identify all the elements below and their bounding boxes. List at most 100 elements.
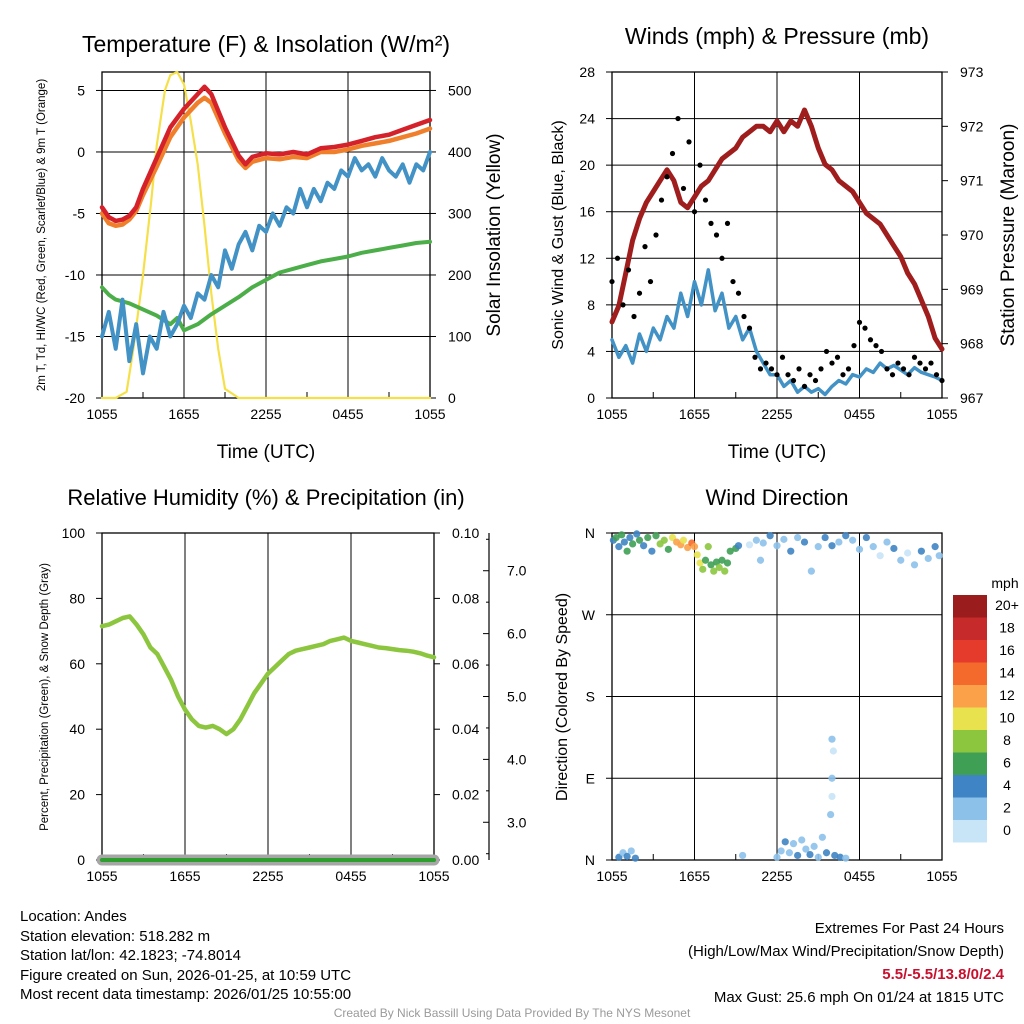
direction-point: [822, 849, 831, 857]
direction-point: [935, 552, 943, 560]
direction-point: [766, 532, 774, 540]
gust-point: [735, 290, 742, 296]
gust-point: [906, 372, 912, 378]
direction-point: [800, 538, 809, 546]
snow-tick-label: 3.0: [507, 814, 527, 830]
colorbar-label: 20+: [995, 597, 1019, 613]
y-tick-label: N: [585, 525, 595, 541]
snow-tick-label: 6.0: [507, 626, 527, 642]
colorbar-label: 4: [1003, 777, 1011, 793]
gust-point: [889, 372, 896, 378]
extremes-panel: Extremes For Past 24 Hours (High/Low/Max…: [688, 917, 1004, 1009]
gust-point: [642, 244, 648, 250]
y-tick-label: 16: [579, 204, 595, 220]
gust-point: [730, 278, 736, 285]
x-tick-label: 1055: [926, 406, 957, 422]
direction-point: [883, 538, 891, 546]
direction-point: [781, 838, 789, 846]
max-gust-text: Max Gust: 25.6 mph On 01/24 at 1815 UTC: [713, 989, 1004, 1006]
y-tick-label: -15: [65, 328, 85, 344]
extremes-legend: (High/Low/Max Wind/Precipitation/Snow De…: [688, 943, 1004, 960]
chart-title: Wind Direction: [705, 485, 848, 510]
direction-point: [715, 563, 723, 572]
chart-title: Winds (mph) & Pressure (mb): [625, 23, 929, 49]
direction-point: [633, 530, 641, 538]
direction-point: [635, 536, 644, 544]
gust-point: [884, 366, 890, 372]
wind-chill-line: [100, 150, 432, 376]
colorbar-label: 0: [1003, 822, 1011, 838]
gust-point: [939, 377, 945, 384]
gust-point: [724, 220, 731, 226]
direction-point: [648, 547, 656, 555]
direction-point: [626, 533, 634, 542]
station-pressure-line: [609, 107, 945, 352]
direction-point: [640, 542, 648, 550]
direction-point: [707, 561, 715, 569]
direction-point: [814, 853, 822, 861]
y2-tick-label: 969: [960, 281, 984, 297]
direction-point: [828, 735, 836, 743]
y-tick-label: 80: [69, 590, 85, 606]
colorbar-swatch: [953, 752, 987, 775]
gust-point: [933, 372, 940, 378]
direction-point: [831, 851, 839, 860]
location-text: Location: Andes: [20, 908, 127, 925]
gust-point: [664, 174, 670, 180]
gust-point: [636, 290, 643, 296]
gust-point: [840, 372, 846, 378]
x-tick-label: 2255: [761, 868, 792, 884]
y2-tick-label: 0.08: [452, 590, 479, 606]
y-axis-label: Direction (Colored By Speed): [554, 593, 571, 801]
y-tick-label: 40: [69, 721, 85, 737]
y-tick-label: 0: [77, 144, 85, 160]
direction-point: [777, 847, 785, 855]
y2-axis-label: Solar Insolation (Yellow): [484, 133, 505, 336]
colorbar-swatch: [953, 797, 987, 820]
gust-point: [823, 348, 830, 355]
direction-point: [710, 567, 718, 575]
gust-point: [818, 366, 824, 372]
gust-point: [697, 162, 703, 168]
colorbar-label: 14: [999, 665, 1015, 681]
gust-point: [763, 360, 769, 366]
direction-point: [842, 532, 850, 540]
x-tick-label: 1055: [596, 406, 627, 422]
direction-point: [828, 792, 836, 801]
direction-point: [829, 747, 837, 755]
chart-title: Relative Humidity (%) & Precipitation (i…: [67, 485, 464, 510]
direction-point: [802, 845, 810, 853]
elevation-text: Station elevation: 518.282 m: [20, 927, 211, 945]
colorbar-label: 6: [1003, 755, 1011, 771]
direction-point: [664, 545, 672, 553]
y2-tick-label: 968: [960, 336, 984, 352]
direction-point: [806, 850, 814, 859]
direction-point: [699, 565, 707, 573]
gust-point: [702, 197, 709, 203]
y2-tick-label: 971: [960, 173, 984, 189]
direction-point: [814, 543, 822, 551]
gust-point: [785, 372, 791, 378]
y-tick-label: 20: [579, 157, 595, 173]
gust-point: [829, 360, 835, 366]
x-tick-label: 1655: [168, 406, 199, 422]
y-tick-label: 20: [69, 787, 85, 803]
snow-tick-label: 5.0: [507, 689, 527, 705]
x-tick-label: 1655: [169, 868, 200, 884]
direction-point: [739, 851, 747, 860]
direction-point: [612, 533, 620, 542]
y2-axis-label: Station Pressure (Maroon): [998, 124, 1019, 347]
direction-point: [827, 810, 835, 819]
y-axis-label: Sonic Wind & Gust (Blue, Black): [550, 120, 567, 349]
gust-point: [807, 372, 813, 378]
gust-point: [746, 325, 753, 331]
created-text: Figure created on Sun, 2026-01-25, at 10…: [20, 966, 352, 984]
direction-point: [794, 851, 802, 860]
credit-text: Created By Nick Bassill Using Data Provi…: [333, 1006, 691, 1020]
x-tick-label: 0455: [332, 406, 363, 422]
gust-point: [757, 366, 764, 372]
chart-wind-direction: 1055 1655 2255 0455 1055 Wind Direction N W S E N D…: [554, 485, 1019, 884]
dew-point-line: [100, 239, 432, 333]
direction-point: [836, 853, 844, 861]
colorbar-swatch: [953, 775, 987, 798]
